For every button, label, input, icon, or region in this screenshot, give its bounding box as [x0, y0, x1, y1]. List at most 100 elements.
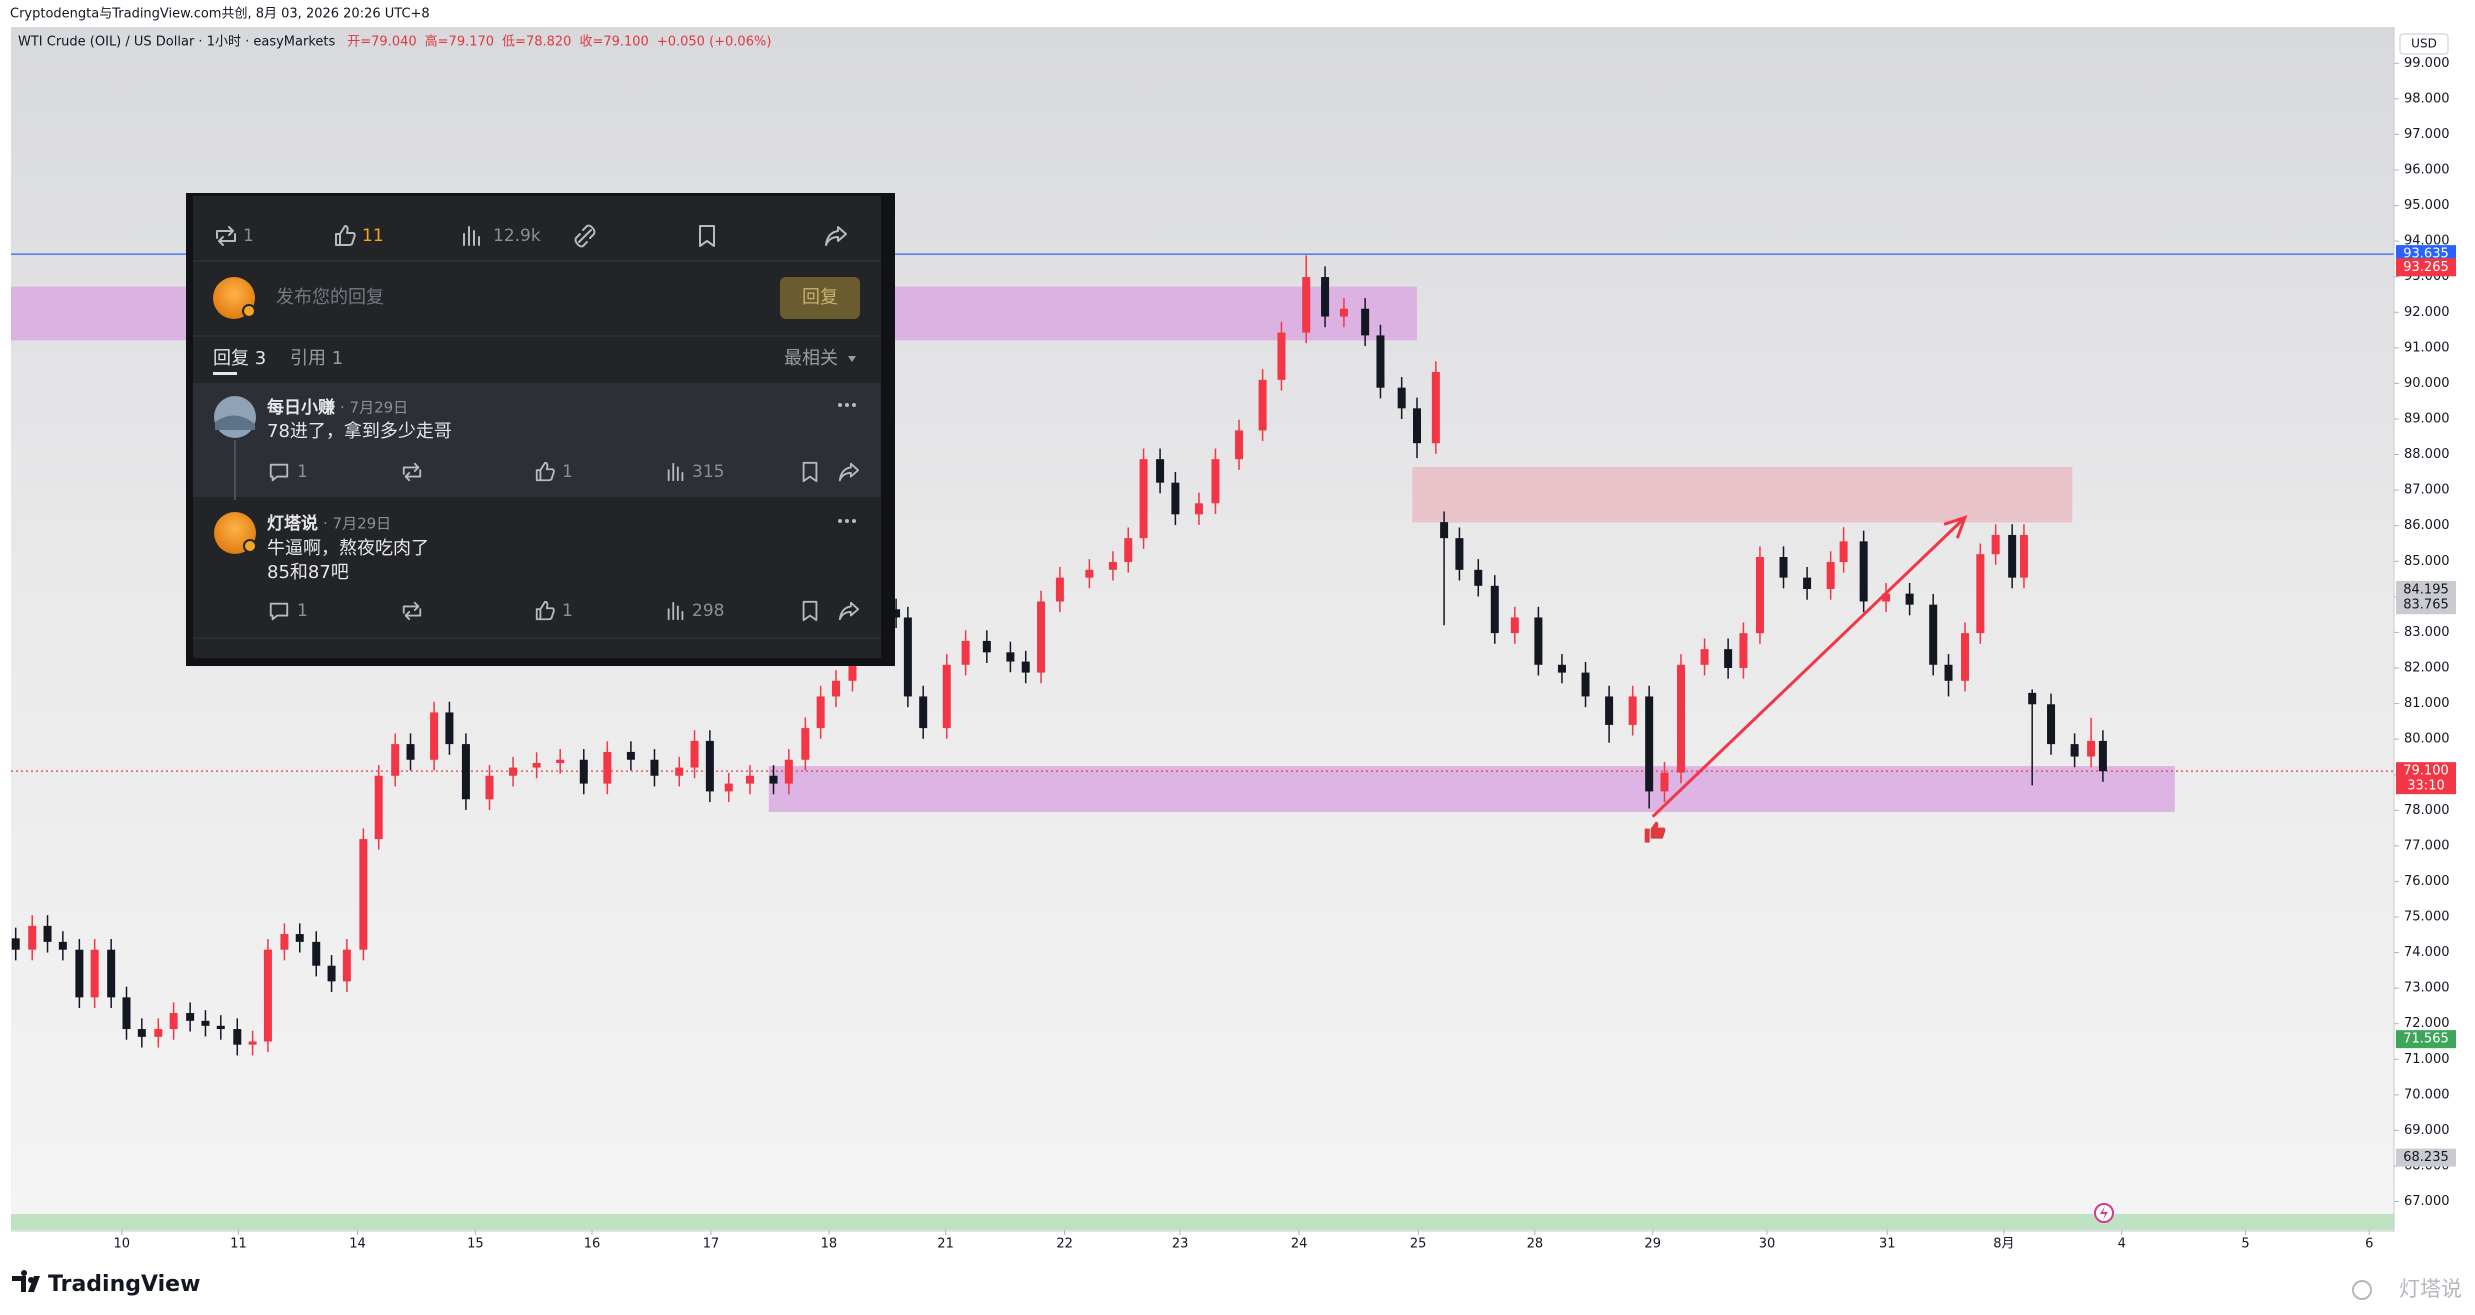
candle-body [509, 767, 518, 776]
tv-logo-dot [28, 1277, 34, 1283]
candle-body [801, 728, 810, 760]
x-tick-label: 31 [1879, 1237, 1896, 1252]
thumbs-up-marker [1644, 821, 1666, 843]
candle-body [784, 759, 793, 784]
x-tick-label: 24 [1291, 1237, 1308, 1252]
ohlc-legend: +0.050 (+0.06%) [657, 35, 772, 50]
candle-body [1660, 772, 1669, 792]
candle-body [137, 1029, 146, 1037]
post-overlay: 1 11 12.9k 发布您的回复 回复 回复 3 引用 1 最相关 每日小赚 … [186, 193, 895, 666]
x-tick-label: 10 [114, 1237, 131, 1252]
tab-quotes[interactable]: 引用 1 [290, 348, 343, 369]
x-tick-label: 22 [1056, 1237, 1073, 1252]
y-tick-label: 98.000 [2404, 91, 2450, 106]
y-tick-label: 95.000 [2404, 198, 2450, 213]
views-count: 315 [692, 462, 724, 482]
candle-body [1397, 387, 1406, 409]
candle-body [1976, 554, 1985, 634]
candle-body [1339, 308, 1348, 317]
x-tick-label: 11 [230, 1237, 247, 1252]
sort-caret [848, 356, 856, 362]
comment-user[interactable]: 每日小赚 [267, 397, 335, 418]
sort-dropdown[interactable]: 最相关 [784, 348, 838, 369]
ohlc-legend: 高=79.170 [425, 34, 494, 50]
comment-avatar-art [215, 415, 255, 430]
currency-box[interactable] [2399, 33, 2449, 55]
y-tick-label: 88.000 [2404, 447, 2450, 462]
y-tick-label: 99.000 [2404, 56, 2450, 71]
y-tick-label: 89.000 [2404, 411, 2450, 426]
candle-body [374, 775, 383, 840]
candle-body [58, 941, 67, 950]
reply-input[interactable]: 发布您的回复 [276, 287, 384, 308]
candle-body [1929, 604, 1938, 665]
candle-body [1194, 503, 1203, 515]
x-tick-label: 4 [2118, 1237, 2126, 1252]
candle-body [1882, 593, 1891, 602]
price-badge-label: 93.265 [2403, 260, 2449, 275]
price-badge [2396, 1148, 2456, 1167]
candle-body [201, 1020, 210, 1026]
candle-body [263, 949, 272, 1042]
x-tick-label: 14 [349, 1237, 366, 1252]
x-tick-label: 15 [467, 1237, 484, 1252]
verified-badge [242, 304, 256, 318]
candle-body [903, 617, 912, 697]
tv-logo-text: TradingView [48, 1272, 200, 1297]
candle-body [556, 759, 565, 763]
views-count: 12.9k [493, 226, 541, 246]
candle-body [982, 640, 991, 653]
candle-body [1581, 672, 1590, 697]
y-tick-label: 80.000 [2404, 732, 2450, 747]
candle-body [107, 949, 116, 998]
symbol-title: WTI Crude (OIL) / US Dollar · 1小时 · easy… [18, 35, 335, 50]
reply-button[interactable] [780, 277, 860, 319]
like-count: 1 [562, 462, 573, 482]
y-tick-label: 90.000 [2404, 376, 2450, 391]
candle-body [1211, 459, 1220, 504]
y-tick-label: 77.000 [2404, 838, 2450, 853]
candle-body [942, 664, 951, 729]
candle-body [1803, 577, 1812, 590]
candle-body [1839, 541, 1848, 562]
tv-logo-mark [12, 1270, 40, 1292]
candle-body [532, 762, 541, 768]
more-menu[interactable] [838, 519, 856, 523]
y-tick-label: 82.000 [2404, 660, 2450, 675]
reply-count: 1 [297, 462, 308, 482]
candle-body [1826, 561, 1835, 590]
candle-body [1755, 557, 1764, 634]
candle-body [2098, 740, 2107, 772]
comment-user[interactable]: 灯塔说 [267, 513, 318, 534]
price-badge [2396, 762, 2456, 795]
candle-body [1961, 633, 1970, 681]
candle-body [28, 925, 37, 950]
candle-body [122, 997, 131, 1030]
y-tick-label: 70.000 [2404, 1087, 2450, 1102]
candle-body [391, 744, 400, 776]
comment-text: 牛逼啊，熬夜吃肉了 [267, 538, 429, 559]
candle-body [1258, 379, 1267, 431]
candle-body [675, 767, 684, 776]
event-icon-bolt [2100, 1206, 2108, 1220]
candle-body [892, 609, 901, 618]
candle-body [1557, 664, 1566, 673]
tab-replies[interactable]: 回复 3 [213, 348, 266, 369]
price-badge-label: 71.565 [2403, 1032, 2449, 1047]
candle-body [831, 680, 840, 697]
candle-body [1474, 569, 1483, 586]
candle-body [169, 1013, 178, 1030]
repost-count: 1 [243, 226, 254, 246]
candle-body [626, 751, 635, 760]
x-tick-label: 18 [821, 1237, 838, 1252]
comment-date: · 7月29日 [323, 515, 391, 533]
candle-body [11, 938, 20, 950]
candle-body [603, 751, 612, 784]
y-tick-label: 96.000 [2404, 162, 2450, 177]
trend-arrow [1651, 516, 1967, 818]
reply-button-label: 回复 [802, 287, 838, 308]
more-menu[interactable] [838, 403, 856, 407]
candle-body [1510, 617, 1519, 634]
candle-body [430, 712, 439, 760]
